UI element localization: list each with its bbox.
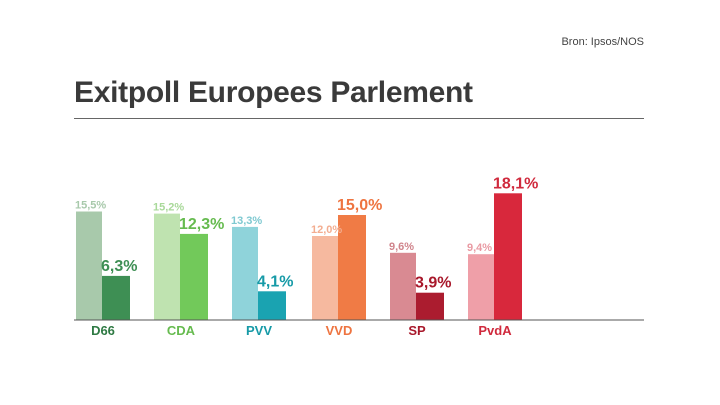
bar-current (494, 193, 522, 320)
data-label-current: 18,1% (493, 175, 538, 192)
bar-previous (390, 252, 416, 320)
category-label: VVD (326, 323, 353, 338)
category-label: PVV (246, 323, 272, 338)
data-label-current: 3,9% (415, 275, 451, 292)
bar-current (258, 291, 286, 320)
bar-previous (154, 213, 180, 320)
bar-previous (312, 236, 338, 320)
category-label: CDA (167, 323, 196, 338)
data-label-current: 6,3% (101, 258, 137, 275)
data-label-previous: 15,5% (75, 200, 106, 212)
category-label: PvdA (478, 323, 512, 338)
bar-current (416, 292, 444, 320)
data-label-previous: 15,2% (153, 202, 184, 214)
chart-title: Exitpoll Europees Parlement (74, 76, 473, 109)
bar-current (180, 233, 208, 320)
data-label-previous: 12,0% (311, 224, 342, 236)
category-label: SP (408, 323, 426, 338)
bar-previous (76, 211, 102, 320)
bar-current (338, 215, 366, 320)
data-label-previous: 9,4% (467, 242, 492, 254)
data-label-current: 12,3% (179, 216, 224, 233)
data-label-previous: 13,3% (231, 215, 262, 227)
data-label-current: 4,1% (257, 273, 293, 290)
category-label: D66 (91, 323, 115, 338)
data-label-current: 15,0% (337, 197, 382, 214)
bar-current (102, 275, 130, 320)
data-label-previous: 9,6% (389, 241, 414, 253)
bar-previous (468, 254, 494, 320)
title-divider (74, 118, 644, 119)
source-note: Bron: Ipsos/NOS (561, 36, 644, 48)
bar-previous (232, 226, 258, 320)
